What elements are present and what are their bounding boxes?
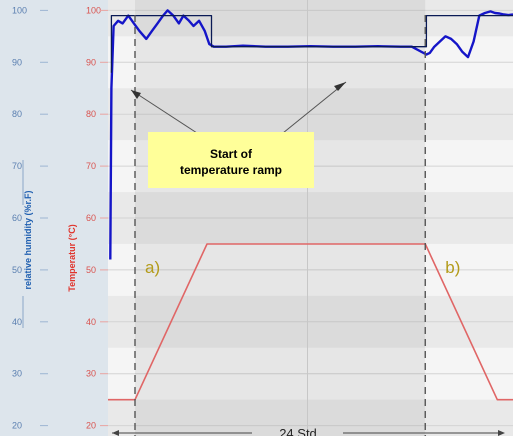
humidity-tick-label: 90	[12, 57, 22, 67]
humidity-setpoint-line	[110, 14, 513, 73]
ramp-shading	[135, 0, 426, 436]
duration-label: 24 Std	[279, 426, 317, 436]
callout-line-2: temperature ramp	[180, 163, 282, 177]
temperature-tick-label: 20	[86, 421, 96, 431]
humidity-tick-label: 20	[12, 421, 22, 431]
humidity-tick-label: 70	[12, 161, 22, 171]
temperature-tick-label: 100	[86, 5, 101, 15]
temperature-tick-label: 40	[86, 317, 96, 327]
temperature-axis-ticks: 20 30 40 50 60 70 80 90 100	[86, 5, 108, 431]
temperature-tick-label: 50	[86, 265, 96, 275]
temperature-tick-label: 70	[86, 161, 96, 171]
temperature-tick-label: 90	[86, 57, 96, 67]
humidity-axis-ticks: 20 30 40 50 60 70 80 90 100	[12, 5, 48, 431]
temperature-tick-label: 60	[86, 213, 96, 223]
temperature-tick-label: 30	[86, 369, 96, 379]
duration-arrowhead-right	[498, 430, 505, 436]
event-label: b)	[445, 258, 460, 277]
humidity-tick-label: 30	[12, 369, 22, 379]
event-markers: a) b)	[134, 15, 460, 436]
temperature-line	[108, 243, 513, 401]
duration-indicator: 24 Std	[112, 426, 505, 436]
humidity-axis-title: relative humidity (%r.F)	[23, 190, 33, 289]
temperature-axis-title: Temperatur (°C)	[67, 224, 77, 291]
humidity-tick-label: 100	[12, 5, 27, 15]
humidity-tick-label: 80	[12, 109, 22, 119]
callout: Start of temperature ramp	[130, 81, 347, 188]
callout-line-1: Start of	[210, 147, 253, 161]
callout-arrow-right	[282, 81, 347, 134]
callout-arrowhead-right	[334, 82, 346, 91]
chart-series	[108, 9, 513, 401]
ramp-shade-region	[135, 0, 426, 436]
callout-arrow-left	[130, 89, 198, 134]
callout-box	[148, 132, 314, 188]
temperature-tick-label: 80	[86, 109, 96, 119]
event-label: a)	[145, 258, 160, 277]
callout-arrowhead-left	[131, 90, 141, 99]
humidity-tick-label: 50	[12, 265, 22, 275]
humidity-tick-label: 60	[12, 213, 22, 223]
humidity-tick-label: 40	[12, 317, 22, 327]
duration-arrowhead-left	[112, 430, 119, 436]
